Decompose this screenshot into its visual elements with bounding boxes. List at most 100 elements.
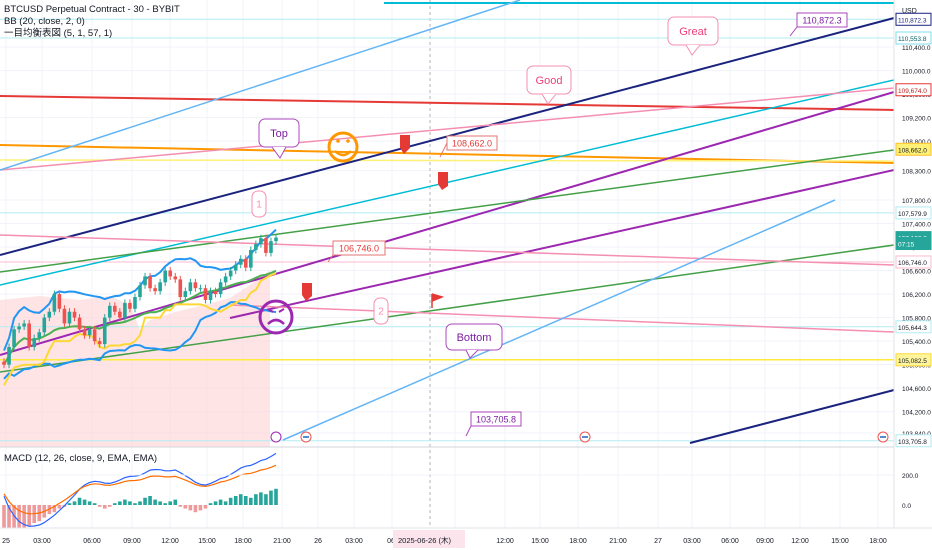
blue-trend-line-upper bbox=[0, 0, 521, 171]
price-label: 108,662.0 bbox=[898, 147, 927, 154]
callout-great-tail bbox=[685, 44, 701, 56]
time-tick: 03:00 bbox=[33, 538, 51, 545]
wave-label-2-box bbox=[373, 297, 389, 325]
candle-body bbox=[42, 317, 47, 333]
price-label-box bbox=[895, 31, 932, 45]
time-tick: 25 bbox=[2, 538, 10, 545]
time-tick: 27 bbox=[654, 538, 662, 545]
annotations: Top Good Great Bottom 1 2 108,662.0 106,746.0 11… bbox=[251, 12, 848, 437]
price-label-box bbox=[895, 83, 932, 97]
bb-basis bbox=[3, 269, 277, 366]
happy-face-eye bbox=[346, 139, 350, 143]
candle-body bbox=[22, 323, 26, 327]
candle-body bbox=[254, 244, 258, 250]
price-label: 110,872.3 bbox=[898, 17, 927, 24]
macd-histogram-bar bbox=[269, 490, 273, 505]
macd-histogram-bar bbox=[27, 505, 31, 527]
bb-lower-band bbox=[3, 301, 277, 380]
price-tag-106746-box bbox=[332, 240, 386, 256]
time-axis-background[interactable] bbox=[0, 528, 932, 550]
time-tick: 09:00 bbox=[756, 538, 774, 545]
candle-body bbox=[198, 288, 203, 290]
flag-icon bbox=[431, 293, 445, 308]
thumb-down-icon bbox=[400, 135, 410, 154]
macd-tick: 200.0 bbox=[902, 473, 919, 480]
date-highlight-box bbox=[393, 530, 465, 548]
price-tag-106746: 106,746.0 bbox=[339, 244, 379, 254]
candle-body bbox=[113, 305, 117, 312]
time-tick: 06: bbox=[387, 538, 397, 545]
macd-histogram-bar bbox=[163, 503, 167, 505]
macd-histogram-bar bbox=[133, 503, 137, 505]
macd-histogram-bar bbox=[173, 499, 178, 505]
macd-histogram-bar bbox=[118, 501, 122, 505]
macd-histogram-bar bbox=[198, 505, 203, 511]
candle-body bbox=[47, 311, 52, 318]
macd-histogram-bar bbox=[188, 505, 193, 511]
time-tick: 12:00 bbox=[791, 538, 809, 545]
price-tag-103705: 103,705.8 bbox=[476, 415, 516, 425]
candle-body bbox=[183, 291, 188, 298]
price-label: 106,746.0 bbox=[898, 260, 927, 267]
price-tick: 104,200.0 bbox=[902, 410, 931, 417]
price-tag-110872-box bbox=[796, 12, 848, 28]
price-label-box bbox=[895, 434, 932, 448]
candle-body bbox=[2, 361, 6, 365]
callout-bottom-tail bbox=[465, 349, 479, 359]
price-tick: 105,400.0 bbox=[902, 339, 931, 346]
macd-histogram-bar bbox=[82, 499, 87, 505]
candle-body bbox=[264, 238, 268, 253]
candle-body bbox=[92, 329, 97, 342]
macd-histogram-bar bbox=[243, 496, 248, 505]
candle-body bbox=[107, 305, 112, 318]
price-label: 103,705.8 bbox=[898, 439, 927, 446]
thumb-up-icon bbox=[438, 172, 448, 190]
sad-face-icon bbox=[258, 299, 294, 335]
macd-histogram-bar bbox=[223, 501, 228, 505]
macd-histogram-bar bbox=[233, 496, 238, 505]
ichimoku-legend[interactable]: 一目均衡表図 (5, 1, 57, 1) bbox=[4, 27, 112, 39]
ichimoku-conversion-line bbox=[3, 272, 277, 386]
price-label-box bbox=[895, 12, 932, 26]
macd-histogram-bar bbox=[193, 505, 198, 513]
price-tick: 109,200.0 bbox=[902, 116, 931, 123]
callout-top-tail bbox=[271, 146, 287, 159]
price-tag-110872: 110,872.3 bbox=[802, 16, 841, 26]
macd-histogram-bar bbox=[113, 503, 117, 505]
price-tag-106746-leader bbox=[327, 254, 334, 263]
time-tick: 21:00 bbox=[609, 538, 627, 545]
bb-legend[interactable]: BB (20, close, 2, 0) bbox=[4, 16, 85, 27]
price-tick: 107,800.0 bbox=[902, 198, 931, 205]
pointing-hand-icon bbox=[302, 283, 312, 301]
candle-body bbox=[143, 276, 147, 286]
macd-histogram-bar bbox=[72, 501, 77, 505]
price-label-box bbox=[895, 255, 932, 269]
orange-level-line bbox=[0, 144, 895, 164]
time-tick: 18:00 bbox=[869, 538, 887, 545]
price-tick: 106,200.0 bbox=[902, 292, 931, 299]
candle-body bbox=[153, 288, 157, 292]
currency-label: USD bbox=[902, 8, 917, 15]
candle-body bbox=[259, 238, 263, 245]
macd-histogram-bar bbox=[178, 505, 183, 507]
price-tick: 107,400.0 bbox=[902, 222, 931, 229]
macd-legend[interactable]: MACD (12, 26, close, 9, EMA, EMA) bbox=[4, 453, 157, 464]
macd-pane bbox=[0, 452, 894, 541]
price-tag-108662-leader bbox=[439, 142, 448, 158]
happy-face-icon bbox=[327, 131, 359, 163]
navy-trend-line-lower bbox=[689, 389, 895, 444]
candle-body bbox=[213, 291, 218, 295]
date-highlight: 2025-06-26 (木) bbox=[398, 535, 451, 545]
time-tick: 06:00 bbox=[83, 538, 101, 545]
symbol-title[interactable]: BTCUSD Perpetual Contract - 30 - BYBIT bbox=[4, 4, 180, 15]
macd-histogram-bar bbox=[123, 499, 127, 505]
price-tag-110872-leader bbox=[789, 26, 798, 37]
candle-body bbox=[27, 323, 31, 348]
time-tick: 15:00 bbox=[198, 538, 216, 545]
macd-histogram-bar bbox=[213, 501, 218, 505]
candle-body bbox=[233, 264, 238, 271]
time-tick: 18:00 bbox=[234, 538, 252, 545]
macd-histogram-bar bbox=[97, 505, 102, 507]
